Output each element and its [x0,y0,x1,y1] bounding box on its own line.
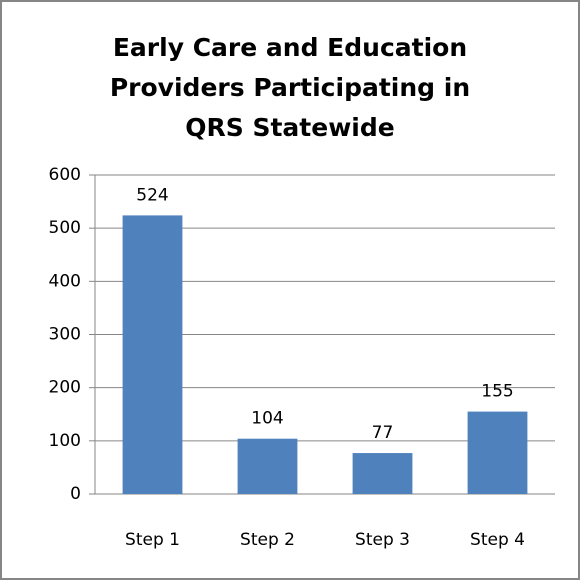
y-tick-label: 0 [70,484,81,504]
x-tick-label: Step 1 [125,530,180,550]
x-tick-label: Step 3 [355,530,410,550]
y-tick-label: 200 [49,378,81,398]
data-label: 77 [372,423,394,443]
bar [122,215,183,494]
y-tick-label: 400 [49,271,81,291]
data-label: 524 [136,185,168,205]
x-tick-label: Step 4 [470,530,525,550]
y-tick-label: 500 [49,218,81,238]
y-tick-label: 100 [49,431,81,451]
bar [237,438,298,494]
data-label: 155 [481,382,513,402]
bar [467,411,528,494]
y-tick-label: 600 [49,165,81,185]
y-tick-label: 300 [49,325,81,345]
data-label: 104 [251,409,283,429]
chart-title: Early Care and Education Providers Parti… [109,33,471,142]
bar [352,453,413,494]
x-tick-label: Step 2 [240,530,295,550]
